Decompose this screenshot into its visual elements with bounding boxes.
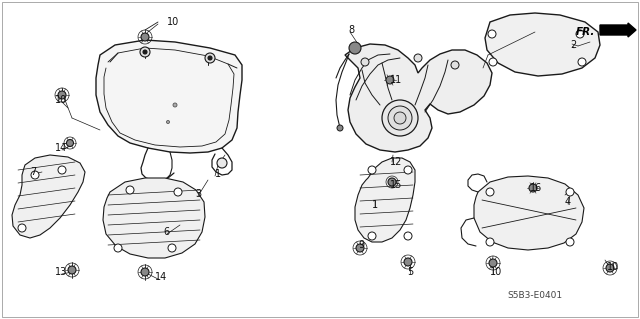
Circle shape — [337, 125, 343, 131]
Circle shape — [114, 244, 122, 252]
Text: 6: 6 — [163, 227, 169, 237]
Circle shape — [217, 158, 227, 168]
Circle shape — [488, 30, 496, 38]
Circle shape — [68, 266, 76, 274]
Circle shape — [566, 188, 574, 196]
Ellipse shape — [499, 34, 521, 62]
Circle shape — [414, 54, 422, 62]
Text: 4: 4 — [565, 197, 571, 207]
Circle shape — [168, 244, 176, 252]
Circle shape — [205, 53, 215, 63]
Circle shape — [489, 259, 497, 267]
Circle shape — [486, 238, 494, 246]
Polygon shape — [12, 155, 85, 238]
Ellipse shape — [33, 184, 61, 216]
Ellipse shape — [151, 126, 173, 140]
Polygon shape — [96, 40, 242, 153]
Circle shape — [606, 264, 614, 272]
Circle shape — [368, 232, 376, 240]
Text: 15: 15 — [390, 180, 403, 190]
Ellipse shape — [155, 129, 169, 137]
Circle shape — [388, 106, 412, 130]
Text: 7: 7 — [30, 167, 36, 177]
Circle shape — [368, 166, 376, 174]
Text: 10: 10 — [55, 95, 67, 105]
Text: 10: 10 — [607, 262, 620, 272]
Text: 11: 11 — [390, 75, 403, 85]
Text: 12: 12 — [390, 157, 403, 167]
Circle shape — [576, 30, 584, 38]
Circle shape — [404, 232, 412, 240]
Circle shape — [451, 61, 459, 69]
Text: 14: 14 — [155, 272, 167, 282]
Polygon shape — [345, 44, 492, 152]
Polygon shape — [355, 158, 415, 242]
Text: 1: 1 — [215, 169, 221, 179]
Text: 16: 16 — [530, 183, 542, 193]
Circle shape — [140, 47, 150, 57]
Circle shape — [388, 178, 396, 186]
Circle shape — [382, 100, 418, 136]
Circle shape — [141, 268, 149, 276]
Circle shape — [141, 33, 149, 41]
Text: 2: 2 — [570, 40, 576, 50]
Text: 3: 3 — [195, 189, 201, 199]
Text: 5: 5 — [407, 267, 413, 277]
Circle shape — [67, 139, 74, 146]
Ellipse shape — [547, 31, 561, 49]
Circle shape — [404, 258, 412, 266]
Circle shape — [174, 188, 182, 196]
Circle shape — [361, 58, 369, 66]
Polygon shape — [103, 178, 205, 258]
Circle shape — [578, 58, 586, 66]
Text: FR.: FR. — [575, 27, 595, 37]
Circle shape — [404, 166, 412, 174]
Circle shape — [486, 188, 494, 196]
Text: 10: 10 — [167, 17, 179, 27]
Polygon shape — [485, 13, 600, 76]
Text: 13: 13 — [55, 267, 67, 277]
Polygon shape — [474, 176, 584, 250]
Text: S5B3-E0401: S5B3-E0401 — [508, 291, 563, 300]
Ellipse shape — [503, 39, 517, 57]
FancyArrow shape — [600, 23, 636, 37]
Circle shape — [356, 244, 364, 252]
Circle shape — [349, 42, 361, 54]
Text: 1: 1 — [372, 200, 378, 210]
Circle shape — [31, 171, 39, 179]
Circle shape — [394, 112, 406, 124]
Circle shape — [166, 121, 170, 123]
Circle shape — [386, 76, 394, 84]
Ellipse shape — [38, 189, 56, 211]
Ellipse shape — [543, 26, 565, 54]
Text: 9: 9 — [358, 240, 364, 250]
Circle shape — [173, 103, 177, 107]
Circle shape — [566, 238, 574, 246]
Text: 8: 8 — [348, 25, 354, 35]
Circle shape — [143, 50, 147, 54]
Circle shape — [126, 186, 134, 194]
Circle shape — [208, 56, 212, 60]
Circle shape — [529, 184, 537, 192]
Text: 10: 10 — [490, 267, 502, 277]
Circle shape — [18, 224, 26, 232]
Circle shape — [58, 166, 66, 174]
Circle shape — [58, 91, 66, 99]
Circle shape — [489, 58, 497, 66]
Text: 14: 14 — [55, 143, 67, 153]
